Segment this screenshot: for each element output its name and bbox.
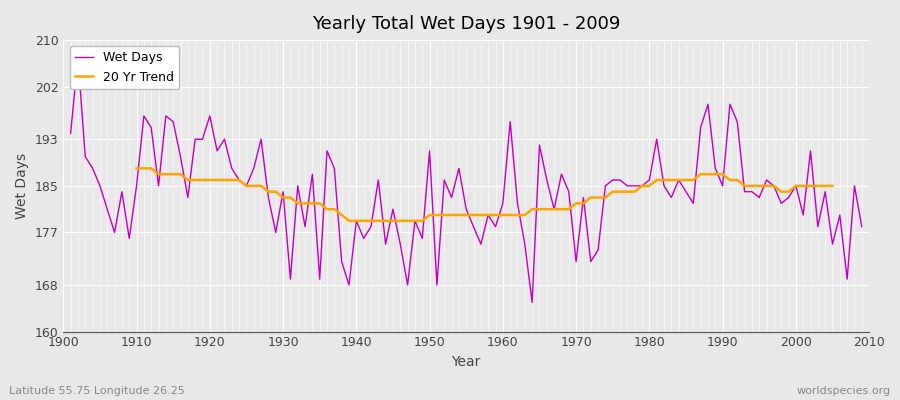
Wet Days — [600, 184, 611, 188]
Wet Days — [505, 119, 516, 124]
Text: worldspecies.org: worldspecies.org — [796, 386, 891, 396]
Text: Latitude 55.75 Longitude 26.25: Latitude 55.75 Longitude 26.25 — [9, 386, 184, 396]
Y-axis label: Wet Days: Wet Days — [15, 153, 29, 219]
Wet Days — [337, 259, 347, 264]
20 Yr Trend — [585, 195, 596, 200]
Wet Days — [498, 201, 508, 206]
Wet Days — [857, 224, 868, 229]
Wet Days — [131, 184, 142, 188]
Title: Yearly Total Wet Days 1901 - 2009: Yearly Total Wet Days 1901 - 2009 — [312, 15, 620, 33]
Legend: Wet Days, 20 Yr Trend: Wet Days, 20 Yr Trend — [69, 46, 179, 89]
20 Yr Trend — [491, 212, 501, 217]
Line: 20 Yr Trend: 20 Yr Trend — [137, 168, 832, 221]
Wet Days — [526, 300, 537, 305]
Wet Days — [292, 184, 303, 188]
X-axis label: Year: Year — [452, 355, 481, 369]
20 Yr Trend — [328, 207, 339, 212]
Wet Days — [65, 131, 76, 136]
Line: Wet Days: Wet Days — [70, 58, 862, 302]
Wet Days — [73, 55, 84, 60]
20 Yr Trend — [498, 212, 508, 217]
20 Yr Trend — [285, 195, 296, 200]
